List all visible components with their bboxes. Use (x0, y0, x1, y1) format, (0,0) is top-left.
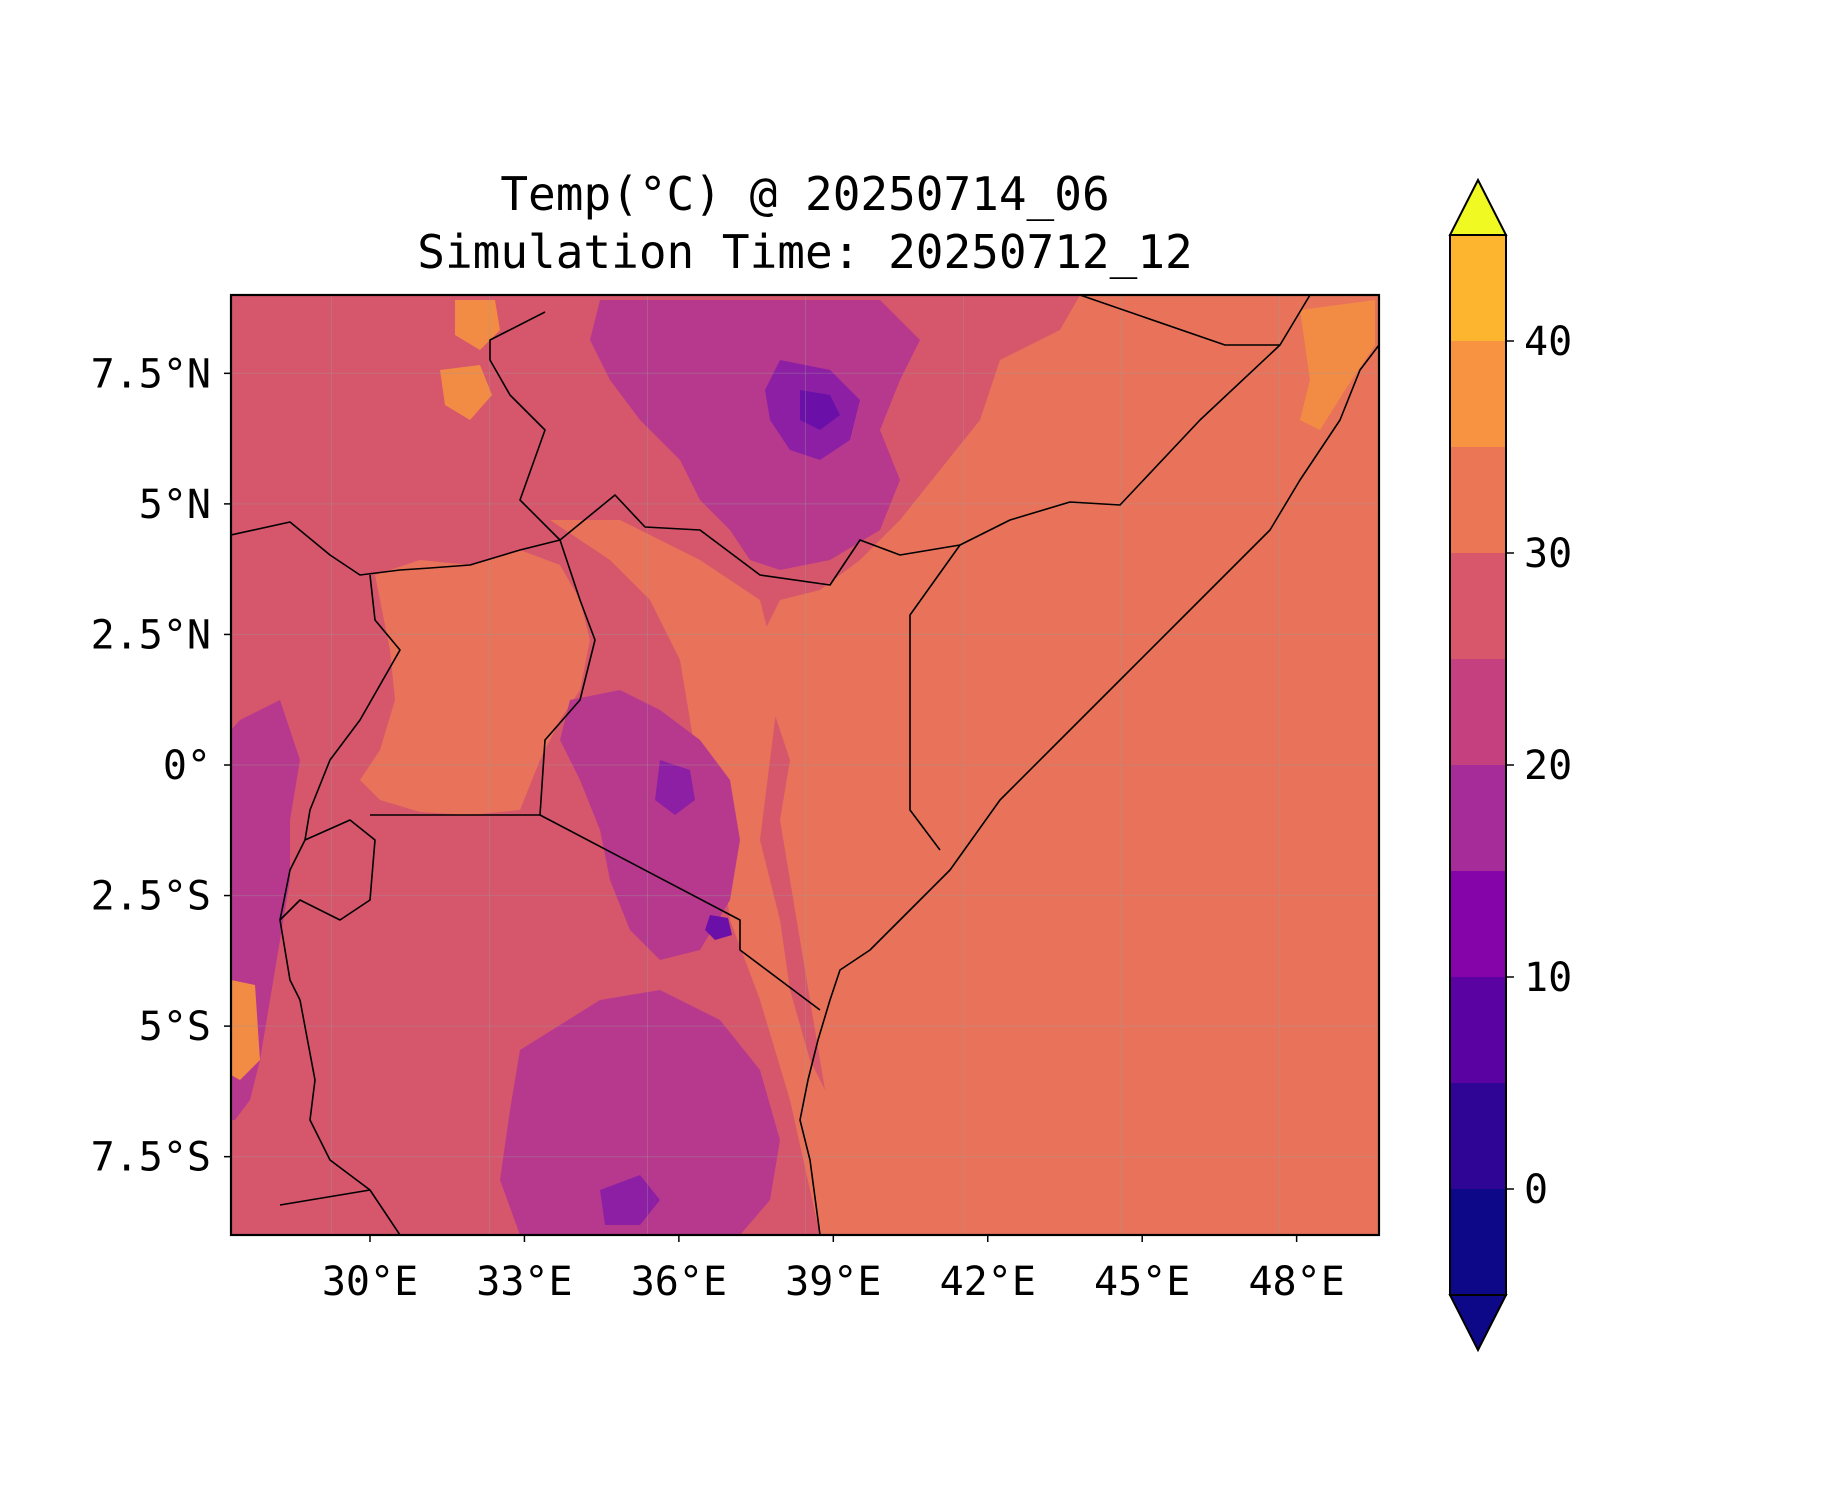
lon-tick-label: 48°E (1248, 1259, 1344, 1305)
lon-tick-label: 39°E (785, 1259, 881, 1305)
uganda-northern-border (231, 521, 561, 576)
kenya-ethiopia-border (559, 494, 961, 586)
zambia-malawi-border (279, 1189, 371, 1206)
lon-tick-label: 45°E (1094, 1259, 1190, 1305)
colorbar-tick-label: 10 (1524, 955, 1572, 1001)
kenya-lowland-warm-zone (550, 520, 845, 1235)
uganda-kenya-border (539, 539, 596, 816)
uganda-warm-zone (360, 550, 590, 815)
colorbar-tick-label: 40 (1524, 319, 1572, 365)
map-title-line1: Temp(°C) @ 20250714_06 (500, 167, 1109, 221)
colorbar-segment (1450, 765, 1506, 871)
uganda-drc-border (279, 574, 401, 921)
lon-tick-label: 30°E (322, 1259, 418, 1305)
kenya-highlands-cold (560, 690, 740, 960)
colorbar-segment (1450, 447, 1506, 553)
country-borders (231, 295, 1379, 1235)
lat-tick-label: 0° (163, 743, 211, 789)
lat-tick-label: 7.5°S (91, 1135, 211, 1181)
colorbar-tick-label: 20 (1524, 743, 1572, 789)
colorbar-extend-min (1448, 1294, 1508, 1353)
colorbar-segment (1450, 871, 1506, 977)
colorbar-segment (1450, 1189, 1506, 1295)
ethiopia-highlands-cold (590, 300, 920, 570)
mt-kenya-cold-core (655, 760, 695, 815)
colorbar-segment (1450, 1083, 1506, 1189)
south-sudan-border (489, 311, 561, 541)
ethiopia-somaliland-border (1079, 295, 1280, 346)
colorbar-segment (1450, 235, 1506, 341)
colorbar: 0 10 20 30 40 (1448, 177, 1572, 1353)
map-plot-area (231, 295, 1379, 1235)
lon-tick-label: 42°E (940, 1259, 1036, 1305)
lon-tick-label: 33°E (476, 1259, 572, 1305)
colorbar-segment (1450, 553, 1506, 659)
ethiopia-cold-core (800, 390, 840, 430)
colorbar-extend-max (1448, 177, 1508, 236)
sudan-warm-patch (440, 365, 492, 420)
colorbar-segment (1450, 341, 1506, 447)
lake-tanganyika-shore (299, 999, 401, 1235)
north-warm-patch (455, 300, 500, 350)
kilimanjaro-cold-core (705, 915, 732, 940)
lat-tick-label: 7.5°N (91, 351, 211, 397)
colorbar-segment (1450, 977, 1506, 1083)
tanzania-southern-cold-core (600, 1175, 660, 1225)
colorbar-tick-label: 30 (1524, 531, 1572, 577)
lat-tick-label: 5°S (139, 1004, 211, 1050)
somali-coast-warm-strip (1300, 300, 1375, 430)
colorbar-tick-label: 0 (1524, 1167, 1548, 1213)
colorbar-segment (1450, 659, 1506, 765)
southwest-warm-patch (231, 980, 260, 1080)
tanzania-highlands-cold (500, 990, 780, 1235)
coastline (799, 344, 1379, 1235)
latitude-axis: 7.5°N 5°N 2.5°N 0° 2.5°S 5°S 7.5°S (91, 351, 231, 1181)
lat-tick-label: 5°N (139, 482, 211, 528)
longitude-axis: 30°E 33°E 36°E 39°E 42°E 45°E 48°E (322, 1235, 1345, 1305)
map-title-line2: Simulation Time: 20250712_12 (417, 225, 1192, 279)
lon-tick-label: 36°E (631, 1259, 727, 1305)
lat-tick-label: 2.5°S (91, 874, 211, 920)
gridlines (231, 295, 1379, 1235)
kenya-tanzania-border (539, 814, 821, 1011)
lat-tick-label: 2.5°N (91, 612, 211, 658)
rwanda-burundi-borders (279, 819, 376, 1001)
kenya-somalia-border (909, 544, 961, 851)
